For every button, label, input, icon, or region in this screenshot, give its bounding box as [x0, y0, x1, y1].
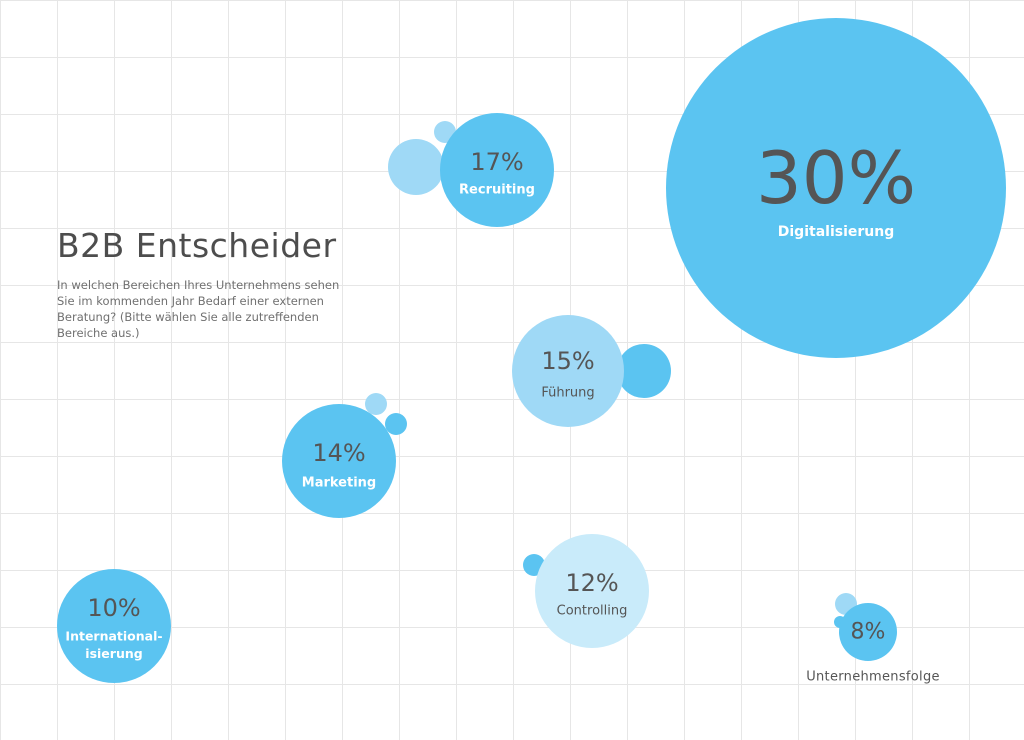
bubble-marketing [282, 404, 396, 518]
bubble-fuehrung [512, 315, 624, 427]
bubble-group-marketing: 14% Marketing [282, 393, 407, 518]
bubble-group-unternehmensfolge: 8% Unternehmensfolge [806, 593, 940, 685]
chart-subtitle: In welchen Bereichen Ihres Unternehmens … [57, 278, 340, 340]
decor-bubble-fuehrung-1 [617, 344, 671, 398]
chart-header: B2B Entscheider In welchen Bereichen Ihr… [57, 226, 347, 341]
bubble-unternehmensfolge [839, 603, 897, 661]
bubble-label-unternehmensfolge: Unternehmensfolge [806, 670, 940, 685]
decor-bubble-marketing-2 [385, 413, 407, 435]
bubble-value-controlling: 12% [565, 569, 618, 597]
bubble-international-isierung [57, 569, 171, 683]
bubble-label-marketing: Marketing [302, 476, 376, 491]
bubble-digitalisierung [666, 18, 1006, 358]
bubble-value-recruiting: 17% [470, 148, 523, 176]
bubble-group-fuehrung: 15% Führung [512, 315, 671, 427]
bubble-value-fuehrung: 15% [541, 347, 594, 375]
bubble-label-international-isierung: International-isierung [65, 629, 162, 662]
bubble-group-international-isierung: 10% International-isierung [57, 569, 171, 683]
bubble-group-recruiting: 17% Recruiting [388, 113, 554, 227]
bubble-value-digitalisierung: 30% [756, 136, 916, 220]
bubble-value-unternehmensfolge: 8% [851, 620, 886, 645]
bubble-controlling [535, 534, 649, 648]
chart-title: B2B Entscheider [57, 226, 337, 265]
decor-bubble-recruiting-1 [388, 139, 444, 195]
bubble-label-digitalisierung: Digitalisierung [778, 224, 894, 240]
bubble-label-fuehrung: Führung [541, 386, 594, 401]
bubble-group-controlling: 12% Controlling [523, 534, 649, 648]
decor-bubble-marketing-1 [365, 393, 387, 415]
bubble-label-recruiting: Recruiting [459, 183, 535, 198]
bubble-value-marketing: 14% [312, 439, 365, 467]
bubble-recruiting [440, 113, 554, 227]
bubble-group-digitalisierung: 30% Digitalisierung [666, 18, 1006, 358]
bubble-value-international-isierung: 10% [87, 594, 140, 622]
bubble-label-controlling: Controlling [557, 604, 628, 619]
